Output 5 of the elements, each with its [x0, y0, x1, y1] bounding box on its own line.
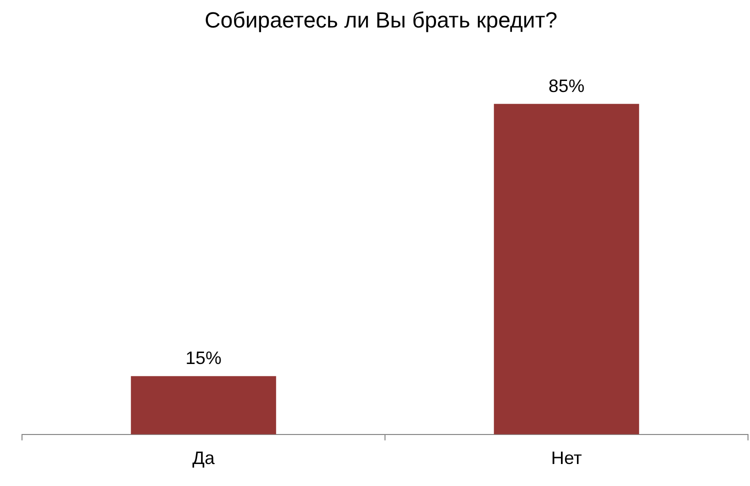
chart-title: Собираетесь ли Вы брать кредит? [204, 7, 558, 32]
x-tick-label: Нет [551, 448, 582, 468]
data-label: 85% [548, 76, 585, 96]
data-label: 15% [185, 348, 222, 368]
x-tick-label: Да [192, 448, 216, 468]
